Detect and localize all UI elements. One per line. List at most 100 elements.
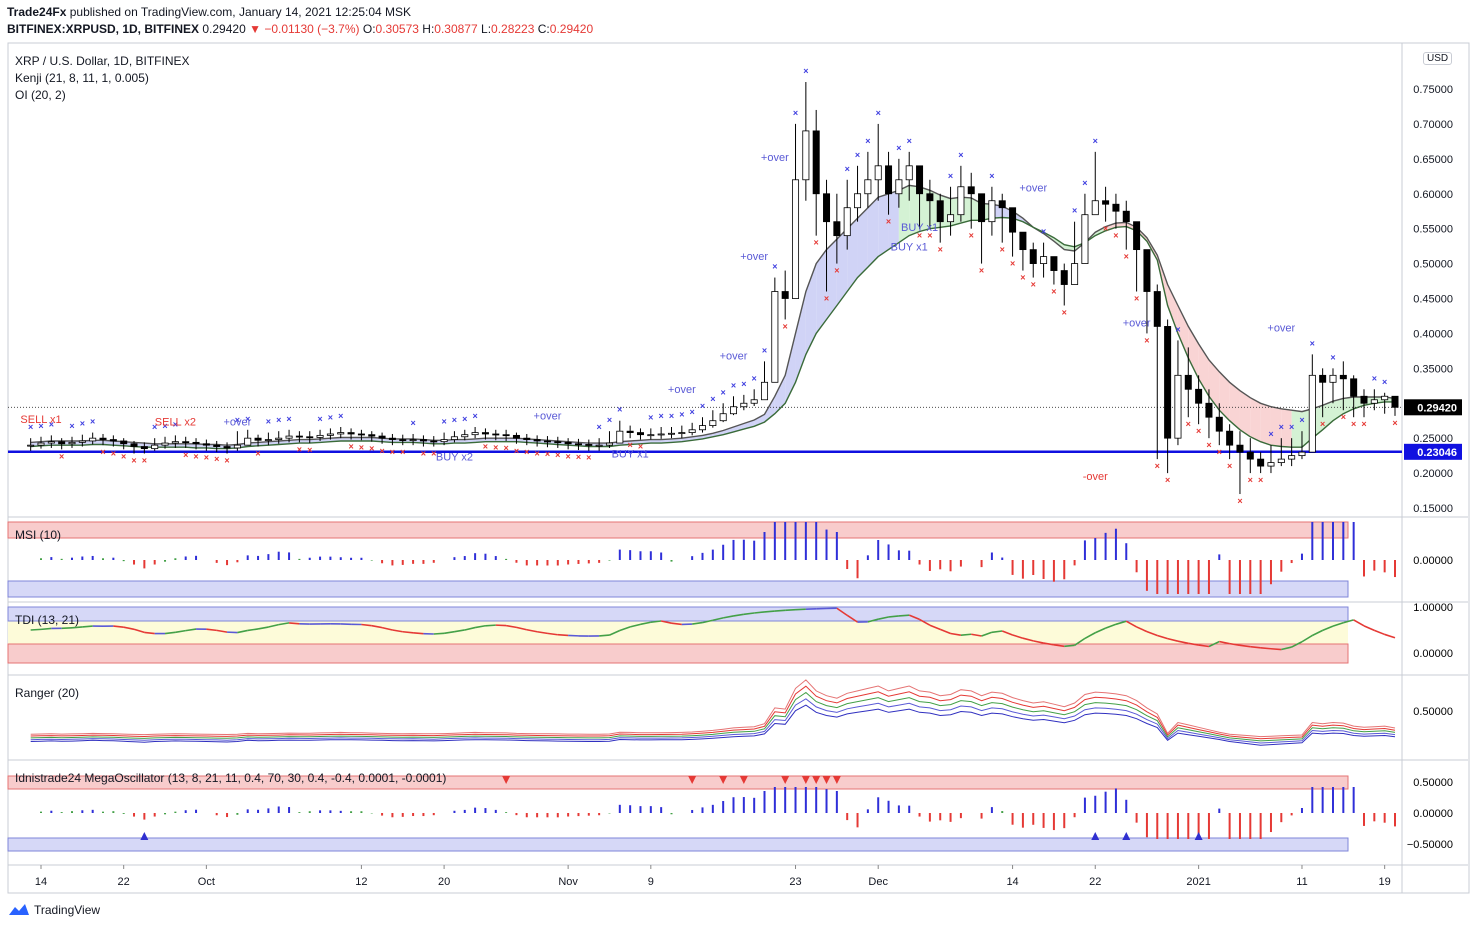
tdi-line-segment <box>929 624 941 631</box>
kenji-band-segment <box>495 438 507 442</box>
tdi-line-segment <box>1301 634 1313 643</box>
signal-label: BUY x1 <box>891 241 928 253</box>
signal-marker: × <box>969 231 974 241</box>
ohlc-line: BITFINEX:XRPUSD, 1D, BITFINEX 0.29420 ▼ … <box>7 22 593 36</box>
candle-body <box>626 430 634 433</box>
kenji-band-segment <box>485 438 496 442</box>
kenji-band-segment <box>1208 359 1220 411</box>
signal-marker: × <box>741 379 746 389</box>
tdi-line-segment <box>660 620 672 624</box>
signal-marker: × <box>700 401 705 411</box>
signal-label: +over <box>761 152 789 164</box>
candle-body <box>533 439 541 442</box>
currency-badge[interactable]: USD <box>1423 52 1453 65</box>
brand-name: TradingView <box>34 903 101 917</box>
tdi-line-segment <box>640 621 651 626</box>
candle-body <box>978 193 986 223</box>
legend-megaoscillator[interactable]: Idnistrade24 MegaOscillator (13, 8, 21, … <box>15 771 447 785</box>
candle-body <box>171 441 179 444</box>
tdi-line-segment <box>754 611 765 614</box>
candle-body <box>1236 444 1244 453</box>
signal-marker: × <box>534 449 539 459</box>
signal-marker: × <box>400 447 405 457</box>
signal-label: +over <box>1019 183 1047 195</box>
signal-marker: × <box>483 442 488 452</box>
signal-marker: × <box>235 415 240 425</box>
candle-body <box>192 441 200 445</box>
signal-marker: × <box>907 136 912 146</box>
tdi-line-segment <box>867 618 879 623</box>
candle-body <box>967 186 975 195</box>
signal-marker: × <box>307 445 312 455</box>
signal-marker: × <box>1289 422 1294 432</box>
signal-marker: × <box>111 449 116 459</box>
signal-marker: × <box>1341 412 1346 422</box>
kenji-band-segment <box>878 193 889 257</box>
signal-marker: × <box>1113 231 1118 241</box>
tdi-line-segment <box>774 609 786 612</box>
signal-marker: × <box>1310 338 1315 348</box>
signal-marker: × <box>814 238 819 248</box>
candle-body <box>78 440 86 443</box>
time-tick-label: 11 <box>1296 876 1307 888</box>
open-label: O: <box>362 22 376 36</box>
signal-marker: × <box>317 414 322 424</box>
open-value: 0.30573 <box>375 22 419 36</box>
candle-body <box>37 442 45 446</box>
signal-marker: × <box>390 447 395 457</box>
signal-marker: × <box>845 164 850 174</box>
candle-body <box>657 433 665 436</box>
tdi-line-segment <box>30 628 42 631</box>
signal-marker: × <box>1186 419 1191 429</box>
brand-footer[interactable]: TradingView <box>8 903 100 917</box>
tdi-line-segment <box>361 623 372 627</box>
candle-body <box>471 432 479 436</box>
tdi-tick-label: 0.00000 <box>1413 648 1453 660</box>
candle-body <box>58 441 66 445</box>
signal-marker: × <box>28 422 33 432</box>
signal-marker: × <box>183 450 188 460</box>
legend-tdi[interactable]: TDI (13, 21) <box>15 613 80 627</box>
time-tick-label: 19 <box>1379 876 1391 888</box>
tdi-line-segment <box>454 629 465 633</box>
mega-sell-triangle <box>719 776 728 784</box>
kenji-band-segment <box>340 437 352 441</box>
candle-body <box>1050 256 1058 271</box>
signal-marker: × <box>193 451 198 461</box>
legend-oi[interactable]: OI (20, 2) <box>15 88 66 102</box>
signal-marker: × <box>100 447 105 457</box>
tdi-line-segment <box>619 626 631 632</box>
candle-body <box>947 214 955 223</box>
tdi-line-segment <box>785 608 796 612</box>
tdi-line-segment <box>433 632 445 635</box>
signal-marker: × <box>359 442 364 452</box>
candle-body <box>109 439 117 442</box>
candle-body <box>688 429 696 433</box>
tdi-line-segment <box>1270 647 1282 651</box>
candle-body <box>285 435 293 439</box>
legend-kenji[interactable]: Kenji (21, 8, 11, 1, 0.005) <box>15 71 149 85</box>
price-tick-label: 0.45000 <box>1413 294 1453 306</box>
candle-body <box>450 436 458 440</box>
kenji-band-segment <box>1167 284 1178 334</box>
signal-marker: × <box>876 108 881 118</box>
candle-body <box>771 291 779 383</box>
candle-body <box>957 186 965 216</box>
candle-body <box>523 437 531 440</box>
candle-body <box>275 437 283 440</box>
legend-ranger[interactable]: Ranger (20) <box>15 686 80 700</box>
signal-marker: × <box>938 245 943 255</box>
tdi-line-segment <box>1012 634 1024 639</box>
time-tick-label: 22 <box>1089 876 1101 888</box>
tdi-line-segment <box>1001 630 1013 636</box>
close-value: 0.29420 <box>549 22 594 36</box>
symbol-label: BITFINEX:XRPUSD, 1D, BITFINEX <box>7 22 200 36</box>
legend-msi[interactable]: MSI (10) <box>15 528 62 542</box>
candle-body <box>264 439 272 441</box>
tdi-line-segment <box>123 626 135 631</box>
candle-body <box>698 425 706 431</box>
candle-body <box>1153 291 1161 327</box>
tdi-line-segment <box>1177 640 1189 645</box>
signal-marker: × <box>338 411 343 421</box>
